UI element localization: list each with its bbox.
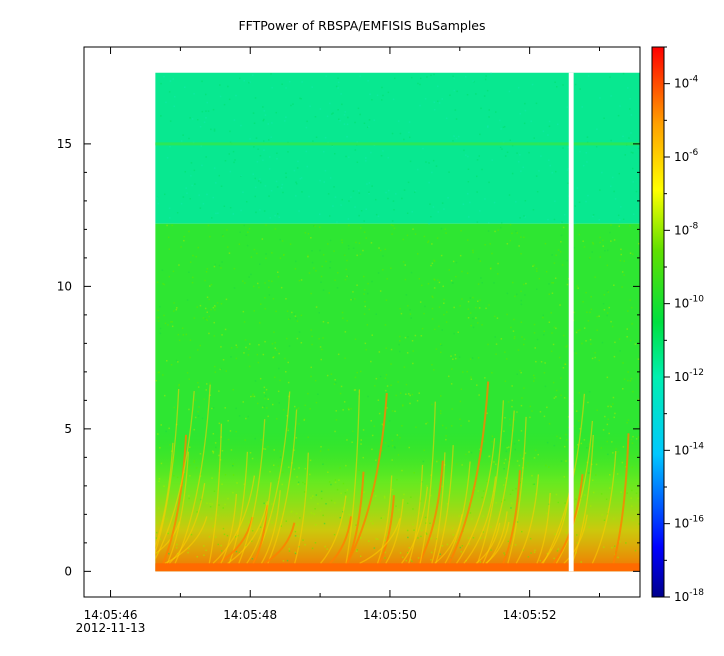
x-tick-label: 14:05:50 (363, 608, 417, 622)
chorus-elements (155, 381, 630, 565)
x-axis-date-label: 2012-11-13 (76, 621, 146, 635)
chart-title: FFTPower of RBSPA/EMFISIS BuSamples (238, 18, 485, 33)
colorbar-tick-label: 10-12 (674, 368, 704, 384)
y-tick-label: 0 (64, 564, 72, 578)
narrowband-line (155, 142, 640, 146)
y-axis: 0 5 10 15 (57, 137, 640, 578)
x-tick-label: 14:05:48 (223, 608, 277, 622)
colorbar-tick-label: 10-16 (674, 515, 704, 531)
x-tick-label: 14:05:46 (84, 608, 138, 622)
spectral-noise (155, 72, 640, 563)
spectrogram-image (155, 72, 640, 572)
colorbar (651, 46, 665, 598)
colorbar-tick-label: 10-10 (674, 295, 704, 311)
colorbar-tick-label: 10-6 (674, 148, 699, 164)
y-tick-label: 15 (57, 137, 72, 151)
plot-frame (83, 46, 641, 598)
baseline-emission (155, 563, 640, 572)
upper-band (155, 72, 640, 224)
y-tick-label: 10 (57, 279, 72, 293)
x-tick-label: 14:05:52 (503, 608, 557, 622)
colorbar-tick-label: 10-14 (674, 441, 704, 457)
colorbar-tick-label: 10-4 (674, 75, 699, 91)
y-tick-label: 5 (64, 422, 72, 436)
data-gap (568, 72, 574, 572)
colorbar-tick-label: 10-8 (674, 221, 699, 237)
x-axis: 14:05:46 14:05:48 14:05:50 14:05:52 (84, 47, 600, 622)
colorbar-tick-label: 10-18 (674, 588, 704, 604)
colorbar-axis: 10-4 10-6 10-8 10-10 10-12 10-14 10-16 10-18 (664, 46, 704, 604)
